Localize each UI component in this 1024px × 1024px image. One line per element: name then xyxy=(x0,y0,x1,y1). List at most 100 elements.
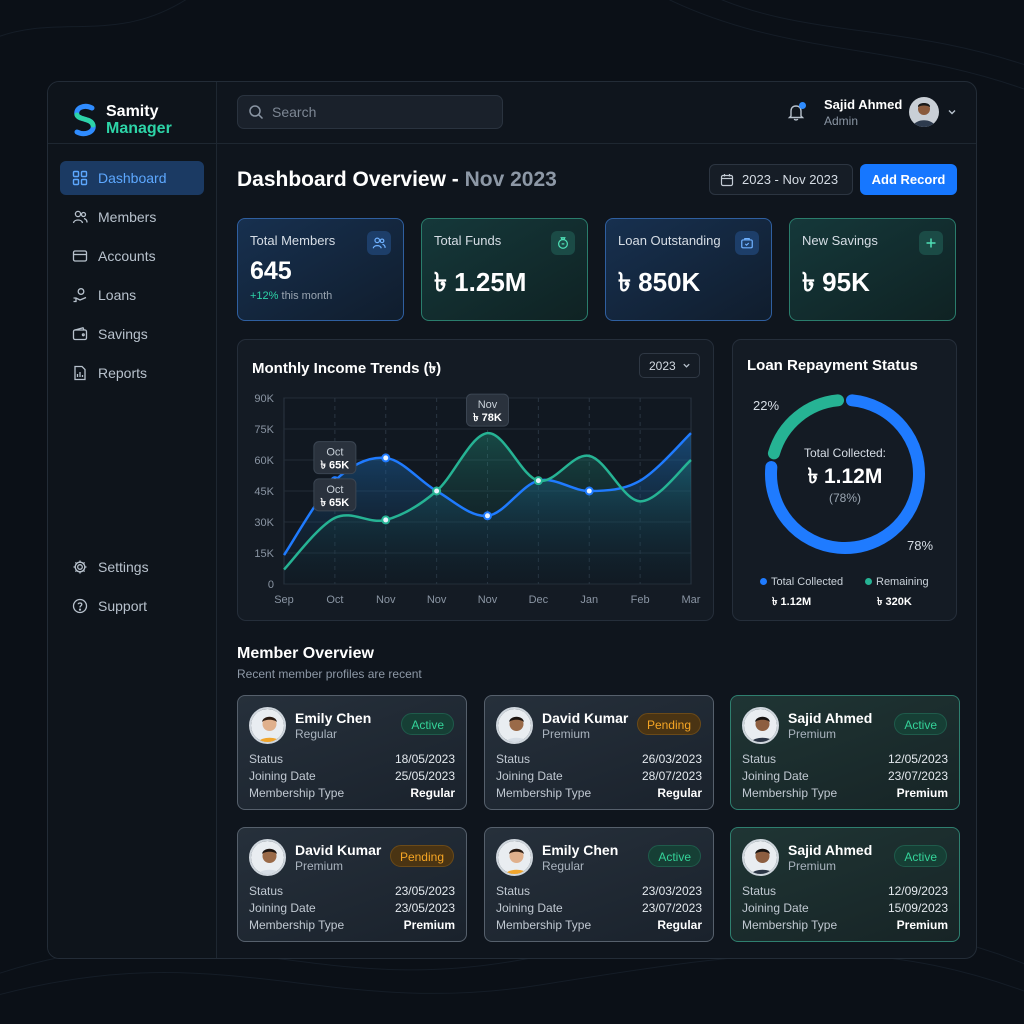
y-tick-label: 45K xyxy=(254,486,274,498)
sidebar-item-loans[interactable]: Loans xyxy=(60,278,204,312)
member-card[interactable]: Emily Chen Regular Active Status 23/03/20… xyxy=(484,827,714,942)
row-value: 23/07/2023 xyxy=(887,769,948,783)
sidebar-item-reports[interactable]: Reports xyxy=(60,356,204,390)
avatar-image xyxy=(251,709,284,742)
briefcase-icon xyxy=(735,231,759,255)
y-tick-label: 30K xyxy=(254,517,274,529)
member-status-row: Status 23/03/2023 xyxy=(496,884,702,898)
member-name: Sajid Ahmed xyxy=(788,842,873,858)
stat-card-total-funds[interactable]: Total Funds ৳ 1.25M xyxy=(421,218,588,321)
y-tick-label: 0 xyxy=(268,579,274,591)
row-value: 25/05/2023 xyxy=(394,769,455,783)
brand-line-2: Manager xyxy=(106,119,172,137)
row-label: Membership Type xyxy=(742,918,838,932)
legend-remaining-value: ৳ 320K xyxy=(877,596,912,608)
row-value: 18/05/2023 xyxy=(394,752,455,766)
brand[interactable]: Samity Manager xyxy=(48,82,216,144)
member-joining-row: Joining Date 28/07/2023 xyxy=(496,769,702,783)
income-chart-title: Monthly Income Trends (৳) xyxy=(252,360,442,377)
search-input[interactable] xyxy=(272,104,482,120)
sidebar-item-label: Loans xyxy=(98,287,137,303)
member-type: Premium xyxy=(788,727,837,741)
sidebar-item-savings[interactable]: Savings xyxy=(60,317,204,351)
member-card[interactable]: David Kumar Premium Pending Status 23/05/… xyxy=(237,827,467,942)
row-label: Membership Type xyxy=(249,786,345,800)
row-label: Joining Date xyxy=(496,769,563,783)
sidebar-item-members[interactable]: Members xyxy=(60,200,204,234)
row-label: Status xyxy=(249,884,284,898)
annotation-value: ৳ 65K xyxy=(321,460,350,472)
row-value: Regular xyxy=(410,786,455,800)
sidebar: Samity Manager Dashboard Members Account… xyxy=(48,82,217,958)
row-label: Membership Type xyxy=(496,786,592,800)
row-label: Membership Type xyxy=(496,918,592,932)
row-label: Joining Date xyxy=(249,769,316,783)
search-icon xyxy=(249,105,264,120)
x-tick-label: Oct xyxy=(326,594,343,606)
page-title: Dashboard Overview - Nov 2023 xyxy=(237,168,557,192)
sidebar-item-settings[interactable]: Settings xyxy=(60,550,204,584)
date-range-picker[interactable]: 2023 - Nov 2023 xyxy=(709,164,853,195)
x-tick-label: Nov xyxy=(478,594,498,606)
member-joining-row: Joining Date 23/07/2023 xyxy=(496,901,702,915)
row-label: Membership Type xyxy=(742,786,838,800)
stat-value: 645 xyxy=(250,257,292,285)
y-tick-label: 15K xyxy=(254,548,274,560)
data-point xyxy=(381,515,391,525)
stat-card-loan-outstanding[interactable]: Loan Outstanding ৳ 850K xyxy=(605,218,772,321)
grid-icon xyxy=(72,170,88,186)
repayment-donut-chart: 22% 78% Total Collected: ৳ 1.12M (78%) xyxy=(753,394,933,554)
member-name: Sajid Ahmed xyxy=(788,710,873,726)
status-badge: Active xyxy=(648,845,701,867)
stat-card-new-savings[interactable]: New Savings ৳ 95K xyxy=(789,218,956,321)
member-card[interactable]: Sajid Ahmed Premium Active Status 12/05/2… xyxy=(730,695,960,810)
add-record-button[interactable]: Add Record xyxy=(860,164,957,195)
series-area-2 xyxy=(284,433,691,584)
donut-center-label: Total Collected: xyxy=(804,446,886,460)
member-type: Premium xyxy=(542,727,591,741)
row-value: Premium xyxy=(896,786,948,800)
avatar-image xyxy=(498,841,531,874)
bell-icon xyxy=(787,105,805,121)
status-badge: Active xyxy=(401,713,454,735)
annotation-label: Oct xyxy=(326,447,343,459)
sidebar-item-dashboard[interactable]: Dashboard xyxy=(60,161,204,195)
user-info[interactable]: Sajid Ahmed Admin xyxy=(824,97,902,128)
wallet-icon xyxy=(72,327,88,341)
x-tick-label: Nov xyxy=(376,594,396,606)
member-card[interactable]: David Kumar Premium Pending Status 26/03/… xyxy=(484,695,714,810)
legend-collected-value: ৳ 1.12M xyxy=(772,596,812,608)
member-type-row: Membership Type Regular xyxy=(249,786,455,800)
stat-label: Loan Outstanding xyxy=(618,233,721,248)
row-value: Premium xyxy=(896,918,948,932)
sidebar-bottom-nav: Settings Support xyxy=(48,550,216,628)
sidebar-nav: Dashboard Members Accounts Loans Savings… xyxy=(48,144,216,390)
notification-bell[interactable] xyxy=(786,102,806,122)
avatar[interactable] xyxy=(909,97,939,127)
year-select[interactable]: 2023 xyxy=(639,353,700,378)
status-badge: Active xyxy=(894,713,947,735)
users-icon xyxy=(367,231,391,255)
search-box[interactable] xyxy=(237,95,503,129)
member-joining-row: Joining Date 23/05/2023 xyxy=(249,901,455,915)
stat-card-total-members[interactable]: Total Members 645 +12% this month xyxy=(237,218,404,321)
sidebar-item-accounts[interactable]: Accounts xyxy=(60,239,204,273)
legend-collected-label: Total Collected xyxy=(771,576,844,588)
member-card[interactable]: Emily Chen Regular Active Status 18/05/20… xyxy=(237,695,467,810)
user-avatar-image xyxy=(909,97,939,127)
member-joining-row: Joining Date 25/05/2023 xyxy=(249,769,455,783)
main-content: Sajid Ahmed Admin Dashboard Overview - N… xyxy=(217,82,976,958)
row-value: 28/07/2023 xyxy=(641,769,702,783)
sidebar-item-support[interactable]: Support xyxy=(60,589,204,623)
chevron-down-icon[interactable] xyxy=(947,107,957,117)
avatar-image xyxy=(251,841,284,874)
row-value: 15/09/2023 xyxy=(887,901,948,915)
row-value: 12/05/2023 xyxy=(887,752,948,766)
chart-annotation: Oct৳ 65K xyxy=(313,441,357,475)
series-line-2 xyxy=(283,431,692,571)
user-name: Sajid Ahmed xyxy=(824,97,903,112)
row-label: Joining Date xyxy=(742,901,809,915)
avatar xyxy=(742,707,779,744)
data-point xyxy=(533,476,543,486)
member-card[interactable]: Sajid Ahmed Premium Active Status 12/09/2… xyxy=(730,827,960,942)
